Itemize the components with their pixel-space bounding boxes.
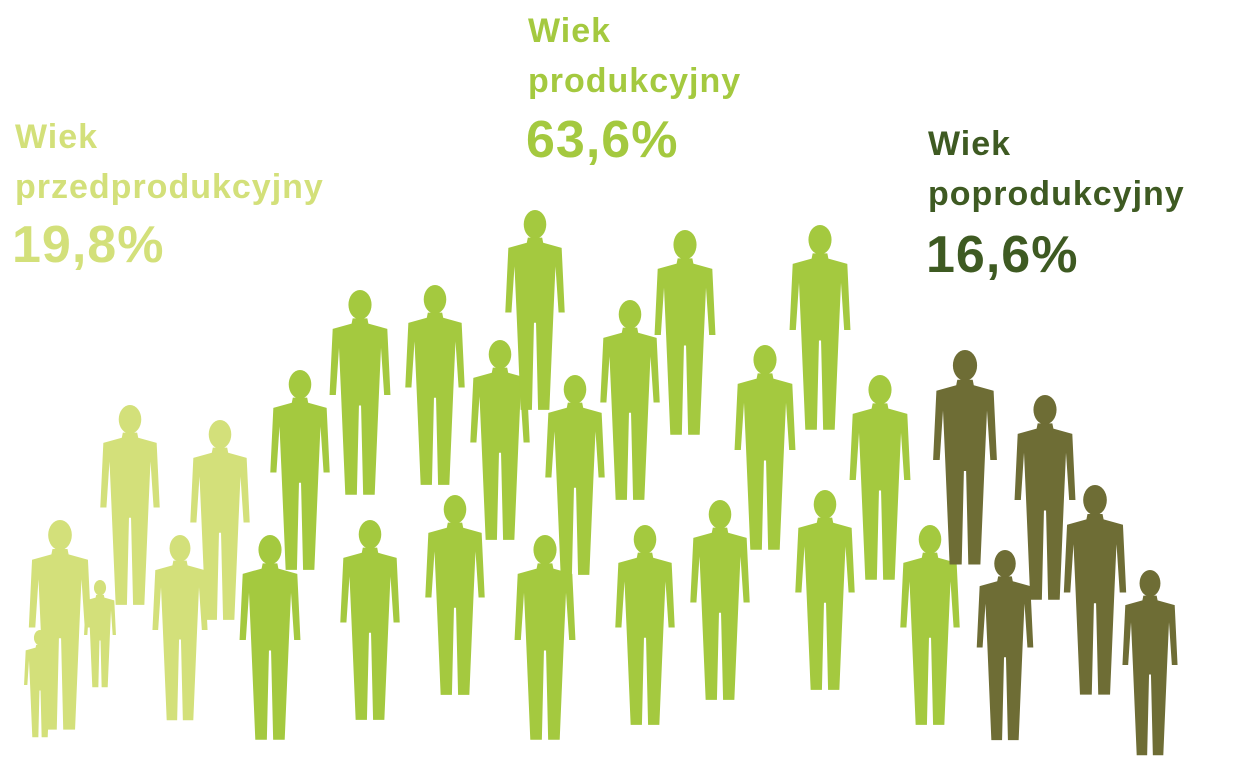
group-line: Wiek (528, 12, 611, 50)
head (808, 225, 832, 255)
body (405, 312, 465, 485)
group-line: produkcyjny (528, 62, 741, 100)
group-pre: Wiek przedprodukcyjny 19,8% (12, 118, 324, 274)
head (563, 375, 587, 404)
silhouettes (24, 210, 1178, 756)
body (734, 373, 796, 550)
body (789, 253, 851, 430)
head (868, 375, 892, 405)
head (423, 285, 447, 314)
group-value: 19,8% (12, 216, 164, 274)
body (514, 563, 576, 740)
body (84, 594, 116, 688)
body (24, 644, 56, 738)
head (1139, 570, 1161, 597)
body (795, 517, 855, 690)
body (600, 327, 660, 500)
body (654, 258, 716, 435)
head (348, 290, 372, 320)
head (673, 230, 697, 260)
body (849, 403, 911, 580)
body (100, 432, 160, 605)
head (33, 630, 47, 646)
head (952, 350, 978, 381)
head (994, 550, 1016, 578)
head (288, 370, 312, 399)
group-working: Wiek produkcyjny 63,6% (526, 12, 741, 169)
head (753, 345, 777, 375)
body (329, 318, 391, 495)
head (1033, 395, 1057, 425)
body (470, 367, 530, 540)
head (118, 405, 142, 434)
group-line: Wiek (928, 125, 1011, 163)
head (169, 535, 191, 562)
group-value: 16,6% (926, 226, 1078, 284)
head (618, 300, 642, 329)
head (488, 340, 512, 369)
group-value: 63,6% (526, 111, 678, 169)
group-line: przedprodukcyjny (15, 168, 324, 206)
body (505, 237, 565, 410)
body (615, 552, 675, 725)
head (523, 210, 547, 239)
body (152, 560, 208, 721)
body (1122, 595, 1178, 756)
body (933, 379, 997, 565)
head (1083, 485, 1107, 516)
body (340, 547, 400, 720)
body (1063, 514, 1127, 695)
head (443, 495, 467, 524)
body (239, 563, 301, 740)
group-line: Wiek (15, 118, 98, 156)
body (690, 527, 750, 700)
head (208, 420, 232, 449)
head (918, 525, 942, 554)
head (633, 525, 657, 554)
body (976, 576, 1034, 741)
body (545, 402, 605, 575)
body (190, 447, 250, 620)
head (93, 580, 107, 596)
head (533, 535, 557, 565)
group-line: poprodukcyjny (928, 175, 1185, 213)
body (425, 522, 485, 695)
head (258, 535, 282, 565)
head (813, 490, 837, 519)
body (1014, 423, 1076, 600)
head (48, 520, 72, 551)
group-post: Wiek poprodukcyjny 16,6% (926, 125, 1185, 284)
body (900, 552, 960, 725)
head (358, 520, 382, 549)
head (708, 499, 732, 529)
body (270, 397, 330, 570)
